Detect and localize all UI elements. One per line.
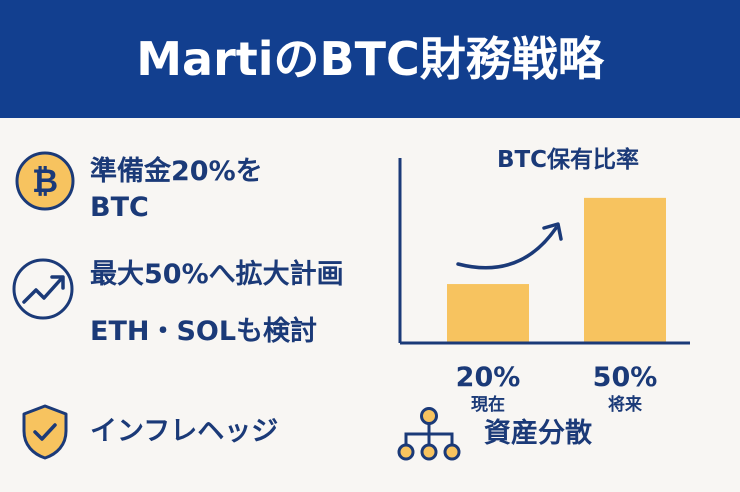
value-label-1: 20% [456, 362, 521, 393]
value-label-2: 50% [593, 362, 658, 393]
trend-arrowhead [542, 222, 563, 241]
feature-btc-reserve: 準備金20%をBTC [90, 156, 263, 223]
feature-altcoins: ETH・SOLも検討 [90, 316, 318, 347]
header-bar [0, 0, 740, 118]
feature-inflation-hedge: インフレヘッジ [90, 416, 279, 447]
chart-title: BTC保有比率 [497, 146, 639, 173]
trend-arrow [456, 226, 558, 270]
category-label-2: 将来 [608, 394, 643, 415]
feature-expansion: 最大50%へ拡大計画 [90, 259, 344, 290]
growth-arrow-icon [10, 256, 76, 322]
btc-ratio-chart: BTC保有比率 20%現在 50%将来 [398, 146, 690, 415]
svg-text:₿: ₿ [32, 162, 58, 200]
feature-diversification: 資産分散 [484, 418, 592, 449]
category-label-1: 現在 [471, 394, 505, 415]
hierarchy-icon [396, 406, 462, 462]
bar-2 [584, 197, 666, 342]
bar-1 [447, 284, 529, 342]
bitcoin-coin-icon: ₿ [14, 150, 76, 212]
page-title: MartiのBTC財務戦略 [136, 32, 604, 86]
shield-check-icon [20, 403, 70, 461]
